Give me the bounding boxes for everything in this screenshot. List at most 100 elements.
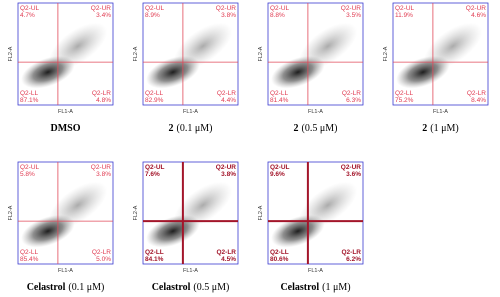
quadrant-percent: 8.8% bbox=[270, 12, 285, 19]
cell-cloud bbox=[21, 55, 75, 89]
quadrant-percent: 3.5% bbox=[346, 12, 361, 19]
quadrant-name: Q2-UR bbox=[91, 164, 112, 171]
panel-caption: DMSO bbox=[51, 123, 81, 134]
quadrant-name: Q2-LL bbox=[145, 90, 163, 97]
quadrant-name: Q2-LR bbox=[342, 90, 361, 97]
quadrant-name: Q2-LL bbox=[395, 90, 413, 97]
caption-bold: Celastrol bbox=[27, 282, 66, 293]
cell-cloud bbox=[271, 55, 325, 89]
panel-caption: 2 (1 μM) bbox=[422, 123, 458, 134]
x-axis-label: FL1-A bbox=[308, 268, 323, 274]
quadrant-name: Q2-LR bbox=[217, 249, 237, 256]
panel-caption: Celastrol (0.1 μM) bbox=[27, 282, 105, 293]
quadrant-percent: 6.3% bbox=[346, 97, 361, 104]
y-axis-label: FL2-A bbox=[258, 205, 264, 220]
caption-bold: 2 bbox=[169, 123, 174, 134]
caption-text: (1 μM) bbox=[322, 282, 350, 293]
quadrant-percent: 75.2% bbox=[395, 97, 414, 104]
quadrant-name: Q2-UL bbox=[145, 164, 165, 171]
quadrant-percent: 4.5% bbox=[221, 256, 236, 263]
caption-text: (0.1 μM) bbox=[68, 282, 104, 293]
quadrant-name: Q2-UR bbox=[216, 5, 237, 12]
y-axis-label: FL2-A bbox=[133, 205, 139, 220]
x-axis-label: FL1-A bbox=[308, 109, 323, 115]
quadrant-name: Q2-UL bbox=[20, 5, 40, 12]
y-axis-label: FL2-A bbox=[8, 205, 14, 220]
quadrant-name: Q2-UL bbox=[395, 5, 415, 12]
cell-cloud bbox=[21, 214, 75, 248]
quadrant-percent: 8.9% bbox=[145, 12, 160, 19]
quadrant-name: Q2-LL bbox=[270, 90, 288, 97]
quadrant-percent: 3.8% bbox=[96, 171, 111, 178]
quadrant-name: Q2-LL bbox=[270, 249, 289, 256]
quadrant-percent: 4.7% bbox=[20, 12, 35, 19]
caption-text: (0.5 μM) bbox=[193, 282, 229, 293]
caption-text: (0.1 μM) bbox=[177, 123, 213, 134]
quadrant-name: Q2-UR bbox=[466, 5, 487, 12]
quadrant-percent: 87.1% bbox=[20, 97, 39, 104]
quadrant-name: Q2-UL bbox=[20, 164, 40, 171]
panel-caption: 2 (0.1 μM) bbox=[169, 123, 213, 134]
quadrant-percent: 7.6% bbox=[145, 171, 160, 178]
y-axis-label: FL2-A bbox=[8, 46, 14, 61]
quadrant-percent: 80.6% bbox=[270, 256, 289, 263]
quadrant-percent: 5.8% bbox=[20, 171, 35, 178]
caption-bold: Celastrol bbox=[152, 282, 191, 293]
quadrant-name: Q2-UR bbox=[216, 164, 237, 171]
quadrant-name: Q2-LR bbox=[217, 90, 236, 97]
y-axis-label: FL2-A bbox=[383, 46, 389, 61]
panel-caption: Celastrol (0.5 μM) bbox=[152, 282, 230, 293]
x-axis-label: FL1-A bbox=[183, 268, 198, 274]
quadrant-name: Q2-UR bbox=[341, 164, 362, 171]
panel-caption: Celastrol (1 μM) bbox=[280, 282, 350, 293]
caption-bold: 2 bbox=[422, 123, 427, 134]
y-axis-label: FL2-A bbox=[258, 46, 264, 61]
caption-text: (0.5 μM) bbox=[302, 123, 338, 134]
caption-bold: 2 bbox=[294, 123, 299, 134]
quadrant-name: Q2-UL bbox=[270, 164, 290, 171]
panel-caption: 2 (0.5 μM) bbox=[294, 123, 338, 134]
caption-bold: DMSO bbox=[51, 123, 81, 134]
quadrant-name: Q2-LL bbox=[20, 249, 38, 256]
x-axis-label: FL1-A bbox=[58, 268, 73, 274]
quadrant-percent: 3.8% bbox=[221, 12, 236, 19]
quadrant-percent: 81.4% bbox=[270, 97, 289, 104]
x-axis-label: FL1-A bbox=[433, 109, 448, 115]
quadrant-percent: 4.4% bbox=[221, 97, 236, 104]
quadrant-percent: 3.6% bbox=[346, 171, 361, 178]
quadrant-percent: 4.6% bbox=[471, 12, 486, 19]
cell-cloud bbox=[271, 214, 325, 248]
quadrant-name: Q2-LR bbox=[92, 90, 111, 97]
caption-bold: Celastrol bbox=[280, 282, 319, 293]
quadrant-percent: 3.8% bbox=[221, 171, 236, 178]
quadrant-name: Q2-LL bbox=[20, 90, 38, 97]
caption-text: (1 μM) bbox=[430, 123, 458, 134]
quadrant-percent: 9.6% bbox=[270, 171, 285, 178]
quadrant-percent: 4.8% bbox=[96, 97, 111, 104]
quadrant-name: Q2-UR bbox=[91, 5, 112, 12]
cell-cloud bbox=[396, 55, 450, 89]
quadrant-name: Q2-UR bbox=[341, 5, 362, 12]
quadrant-name: Q2-UL bbox=[270, 5, 290, 12]
quadrant-name: Q2-LR bbox=[467, 90, 486, 97]
cell-cloud bbox=[146, 214, 200, 248]
x-axis-label: FL1-A bbox=[58, 109, 73, 115]
quadrant-name: Q2-LR bbox=[342, 249, 362, 256]
y-axis-label: FL2-A bbox=[133, 46, 139, 61]
quadrant-name: Q2-UL bbox=[145, 5, 165, 12]
quadrant-percent: 5.0% bbox=[96, 256, 111, 263]
x-axis-label: FL1-A bbox=[183, 109, 198, 115]
quadrant-percent: 3.4% bbox=[96, 12, 111, 19]
cell-cloud bbox=[146, 55, 200, 89]
quadrant-percent: 6.2% bbox=[346, 256, 361, 263]
quadrant-percent: 84.1% bbox=[145, 256, 164, 263]
quadrant-percent: 82.9% bbox=[145, 97, 164, 104]
